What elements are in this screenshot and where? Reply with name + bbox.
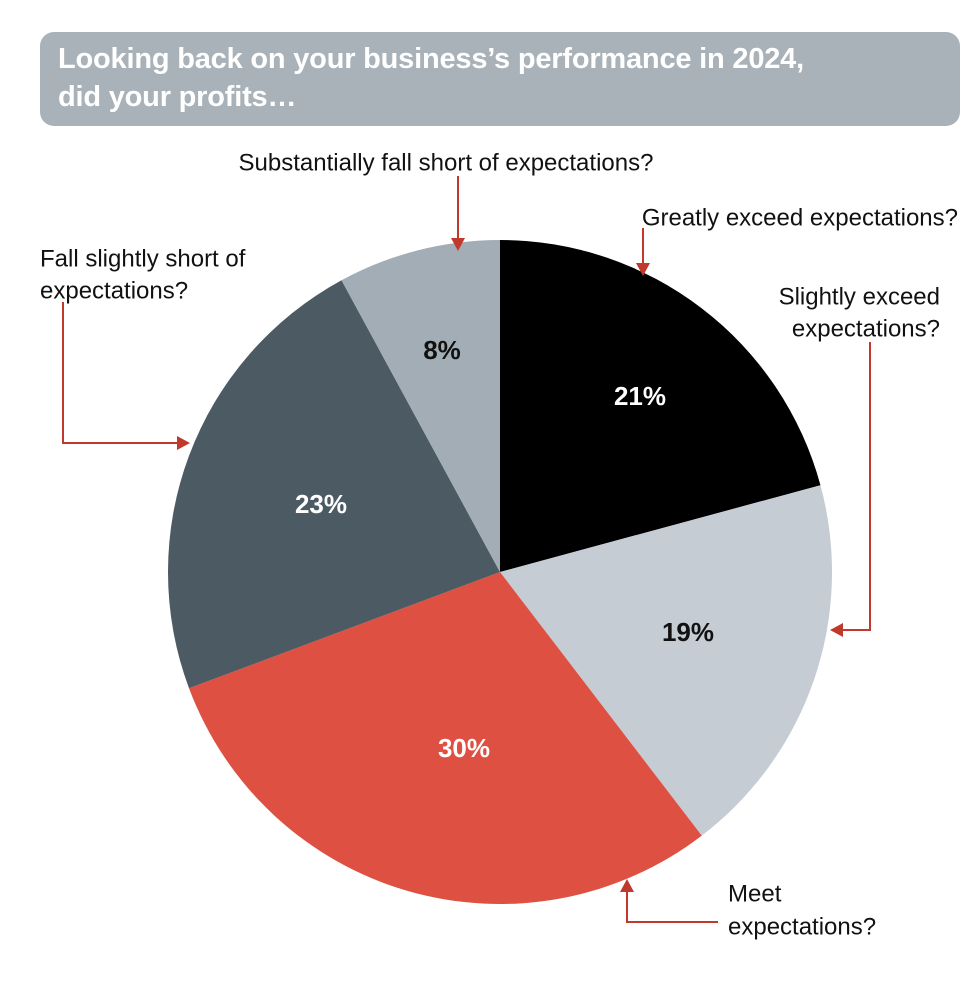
- slice-value-label: 30%: [438, 733, 490, 763]
- slice-category-label: Fall slightly short of: [40, 245, 246, 272]
- slice-category-label: expectations?: [792, 315, 940, 342]
- slice-value-label: 23%: [295, 489, 347, 519]
- slice-category-label: expectations?: [728, 913, 876, 940]
- chart-title-line-1: Looking back on your business’s performa…: [58, 43, 804, 75]
- chart-title-box: Looking back on your business’s performa…: [40, 32, 960, 126]
- leader-line: [62, 302, 178, 444]
- slice-value-label: 19%: [662, 617, 714, 647]
- slice-value-label: 21%: [614, 381, 666, 411]
- slice-category-label: Substantially fall short of expectations…: [239, 149, 654, 176]
- slice-value-label: 8%: [423, 335, 461, 365]
- leader-arrowhead: [177, 436, 190, 450]
- pie-slice: [500, 240, 821, 572]
- slice-category-label: expectations?: [40, 277, 188, 304]
- leader-line: [842, 342, 871, 631]
- leader-arrowhead: [620, 879, 634, 892]
- slice-category-label: Meet: [728, 880, 782, 907]
- pie-slice: [167, 280, 500, 689]
- slice-category-label: Slightly exceed: [779, 283, 940, 310]
- leader-line: [626, 891, 718, 923]
- leader-arrowhead: [636, 263, 650, 276]
- pie-slice: [500, 485, 832, 836]
- slice-category-label: Greatly exceed expectations?: [642, 204, 958, 231]
- pie-slice: [341, 240, 500, 572]
- chart-title-line-2: did your profits…: [58, 81, 297, 113]
- pie-slice: [189, 572, 702, 905]
- leader-arrowhead: [451, 238, 465, 251]
- leader-arrowhead: [830, 623, 843, 637]
